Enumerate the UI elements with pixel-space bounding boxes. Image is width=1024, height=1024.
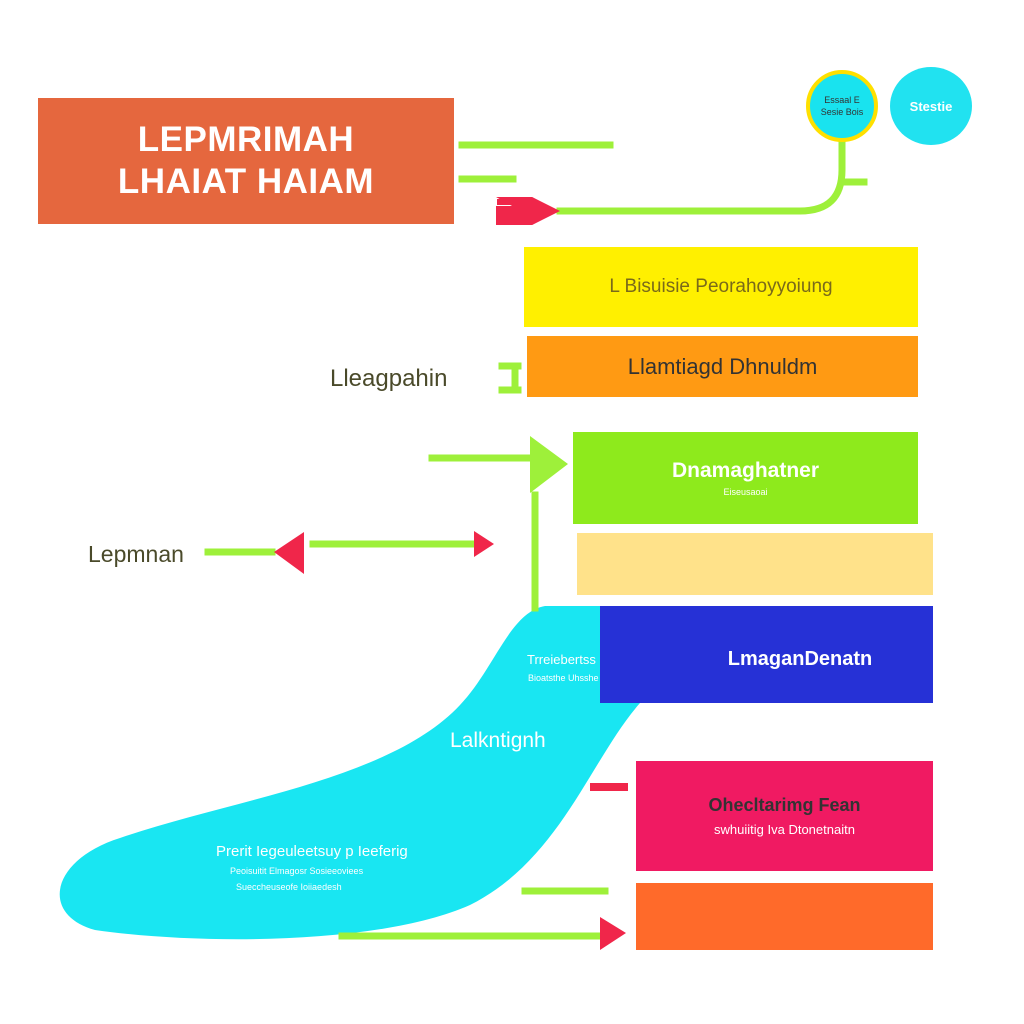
cyan-flow-band	[59, 606, 729, 940]
flow-label-1: Trreiebertss	[527, 652, 596, 667]
red-connector	[590, 783, 628, 791]
flow-sublabel-1: Bioatsthe Uhsshe	[528, 673, 599, 683]
arrow-head	[474, 531, 494, 557]
connector-line	[556, 138, 846, 215]
side-label-leagpahin: Lleagpahin	[330, 365, 448, 392]
orange-step-label: Llamtiagd Dhnuldm	[627, 353, 818, 379]
orange-bottom-box	[636, 883, 933, 950]
flow-sublabel-3b: Sueccheuseofe Ioiiaedesh	[236, 882, 342, 892]
arrow-head	[532, 197, 560, 225]
peach-step-box	[577, 533, 933, 595]
arrow-head	[600, 917, 626, 950]
orange-step-box: Llamtiagd Dhnuldm	[527, 336, 918, 397]
green-step-sublabel: Eiseusaoai	[723, 487, 768, 497]
title-line-1: LEPMRIMAH	[137, 120, 355, 159]
title-line-2: LHAIAT HAIAM	[117, 162, 375, 201]
yellow-step-label: L Bisuisie Peorahoyyoiung	[609, 276, 833, 297]
pink-step-label: Ohecltarimg Fean	[708, 795, 861, 815]
green-step-box: Dnamaghatner Eiseusaoai	[573, 432, 918, 524]
circle-node-1: Essaal E Sesie Bois	[806, 70, 878, 142]
circle-1-line-2: Sesie Bois	[820, 107, 864, 117]
blue-step-box	[600, 606, 933, 703]
arrow-head	[274, 532, 304, 574]
flow-sublabel-3a: Peoisuitit Elmagosr Sosieeoviees	[230, 866, 364, 876]
pink-step-sublabel: swhuiitig Iva Dtonetnaitn	[714, 822, 855, 837]
green-step-label: Dnamaghatner	[671, 459, 820, 482]
pink-step-box: Ohecltarimg Fean swhuiitig Iva Dtonetnai…	[636, 761, 933, 871]
yellow-step-box: L Bisuisie Peorahoyyoiung	[524, 247, 918, 327]
circle-2-label: Stestie	[909, 98, 953, 114]
side-label-lepmnan: Lepmnan	[88, 541, 184, 567]
flow-label-3: Prerit Iegeuleetsuy p Ieeferig	[216, 843, 408, 860]
title-block: LEPMRIMAH LHAIAT HAIAM	[38, 98, 454, 224]
flow-label-2: Lalkntignh	[450, 729, 546, 752]
blue-step-label: LmaganDenatn	[727, 648, 873, 670]
circle-node-2: Stestie	[890, 67, 972, 145]
arrow-head	[497, 199, 530, 205]
circle-1-line-1: Essaal E	[824, 95, 860, 105]
arrow-head	[530, 436, 568, 493]
